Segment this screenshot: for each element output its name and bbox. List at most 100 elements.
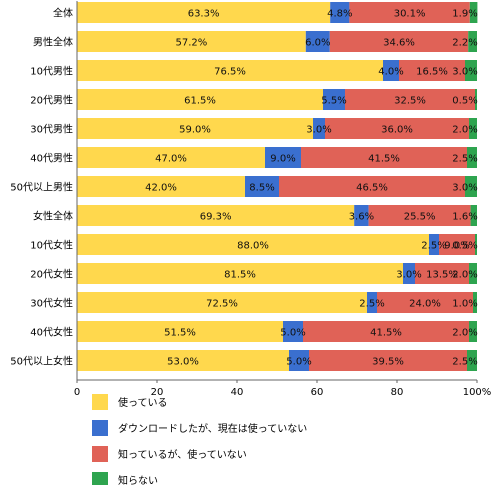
bar-segment [77, 263, 403, 284]
value-label: 61.5% [184, 96, 216, 107]
bar-segment [475, 89, 477, 110]
value-label: 13.5% [426, 270, 458, 281]
category-label: 50代以上男性 [10, 181, 73, 194]
value-label: 3.0% [306, 125, 331, 136]
legend-label: 使っている [118, 396, 168, 409]
value-label: 39.5% [372, 357, 404, 368]
bar-segment [77, 350, 289, 371]
legend-label: ダウンロードしたが、現在は使っていない [118, 422, 307, 435]
value-label: 1.6% [452, 212, 477, 223]
value-label: 6.0% [305, 38, 330, 49]
bar-segment [77, 60, 383, 81]
value-label: 42.0% [145, 183, 177, 194]
bar-segment [77, 234, 429, 255]
bar-segment [368, 205, 471, 226]
value-label: 24.0% [409, 299, 441, 310]
value-label: 88.0% [237, 241, 269, 252]
value-label: 16.5% [416, 67, 448, 78]
category-label: 10代女性 [30, 239, 73, 252]
bar-segment [399, 60, 465, 81]
bar-segment [367, 292, 377, 313]
legend-swatch [92, 472, 108, 488]
bar-segment [265, 147, 301, 168]
bar-segment [77, 31, 306, 52]
bar-segment [468, 31, 477, 52]
value-label: 2.5% [452, 357, 477, 368]
bar-segment [289, 350, 309, 371]
bar-segment [345, 89, 475, 110]
value-label: 32.5% [394, 96, 426, 107]
value-label: 2.5% [359, 299, 384, 310]
value-label: 69.3% [200, 212, 232, 223]
value-label: 30.1% [394, 9, 426, 20]
value-label: 76.5% [214, 67, 246, 78]
value-label: 3.0% [452, 183, 477, 194]
bar-segment [309, 350, 467, 371]
x-tick-label: 40 [231, 387, 244, 398]
value-label: 2.0% [452, 125, 477, 136]
value-label: 5.5% [321, 96, 346, 107]
value-label: 53.0% [167, 357, 199, 368]
value-label: 59.0% [179, 125, 211, 136]
value-label: 3.6% [349, 212, 374, 223]
value-label: 51.5% [164, 328, 196, 339]
bar-segment [323, 89, 345, 110]
category-label: 10代男性 [30, 65, 73, 78]
bar-segment [469, 118, 477, 139]
legend-swatch [92, 446, 108, 462]
x-tick-label: 80 [391, 387, 404, 398]
bar-segment [469, 2, 478, 23]
bar-segment [475, 234, 477, 255]
value-label: 2.0% [452, 328, 477, 339]
x-tick-label: 0 [74, 387, 80, 398]
bar-segment [77, 176, 245, 197]
bar-segment [469, 263, 477, 284]
legend-swatch [92, 420, 108, 436]
bar-segment [330, 2, 350, 23]
value-label: 2.2% [452, 38, 477, 49]
legend-swatch [92, 394, 108, 410]
bar-segment [377, 292, 473, 313]
bar-segment [283, 321, 303, 342]
bar-segment [77, 89, 323, 110]
value-label: 1.0% [452, 299, 477, 310]
category-label: 50代以上女性 [10, 355, 73, 368]
bar-segment [245, 176, 279, 197]
value-label: 36.0% [381, 125, 413, 136]
bar-segment [403, 263, 415, 284]
value-label: 4.8% [327, 9, 352, 20]
x-tick-label: 100% [463, 387, 492, 398]
value-label: 9.0% [444, 241, 469, 252]
bar-segment [465, 176, 477, 197]
x-tick-label: 60 [311, 387, 324, 398]
legend: 使っているダウンロードしたが、現在は使っていない知っているが、使っていない知らな… [92, 394, 307, 488]
category-label: 20代男性 [30, 94, 73, 107]
bar-segment [473, 292, 477, 313]
value-label: 3.0% [452, 67, 477, 78]
bar-segment [77, 292, 367, 313]
value-label: 41.5% [370, 328, 402, 339]
value-label: 81.5% [224, 270, 256, 281]
bar-segment [301, 147, 467, 168]
value-label: 47.0% [155, 154, 187, 165]
bar-segment [415, 263, 469, 284]
value-label: 2.5% [452, 154, 477, 165]
value-label: 5.0% [280, 328, 305, 339]
bar-segment [77, 147, 265, 168]
value-label: 9.0% [270, 154, 295, 165]
value-label: 72.5% [206, 299, 238, 310]
category-label: 40代男性 [30, 152, 73, 165]
value-label: 1.9% [452, 9, 477, 20]
bars-layer: 63.3% 4.8% 30.1% 1.9% 57.2% 6.0% 34.6% 2.2% 76.5… [77, 2, 478, 371]
value-label: 0.5% [452, 241, 477, 252]
bar-segment [349, 2, 470, 23]
category-label: 女性全体 [33, 210, 73, 223]
bar-segment [279, 176, 465, 197]
bar-segment [469, 321, 477, 342]
legend-label: 知っているが、使っていない [118, 448, 247, 461]
bar-segment [439, 234, 475, 255]
category-label: 30代女性 [30, 297, 73, 310]
value-label: 2.0% [452, 270, 477, 281]
value-label: 34.6% [383, 38, 415, 49]
